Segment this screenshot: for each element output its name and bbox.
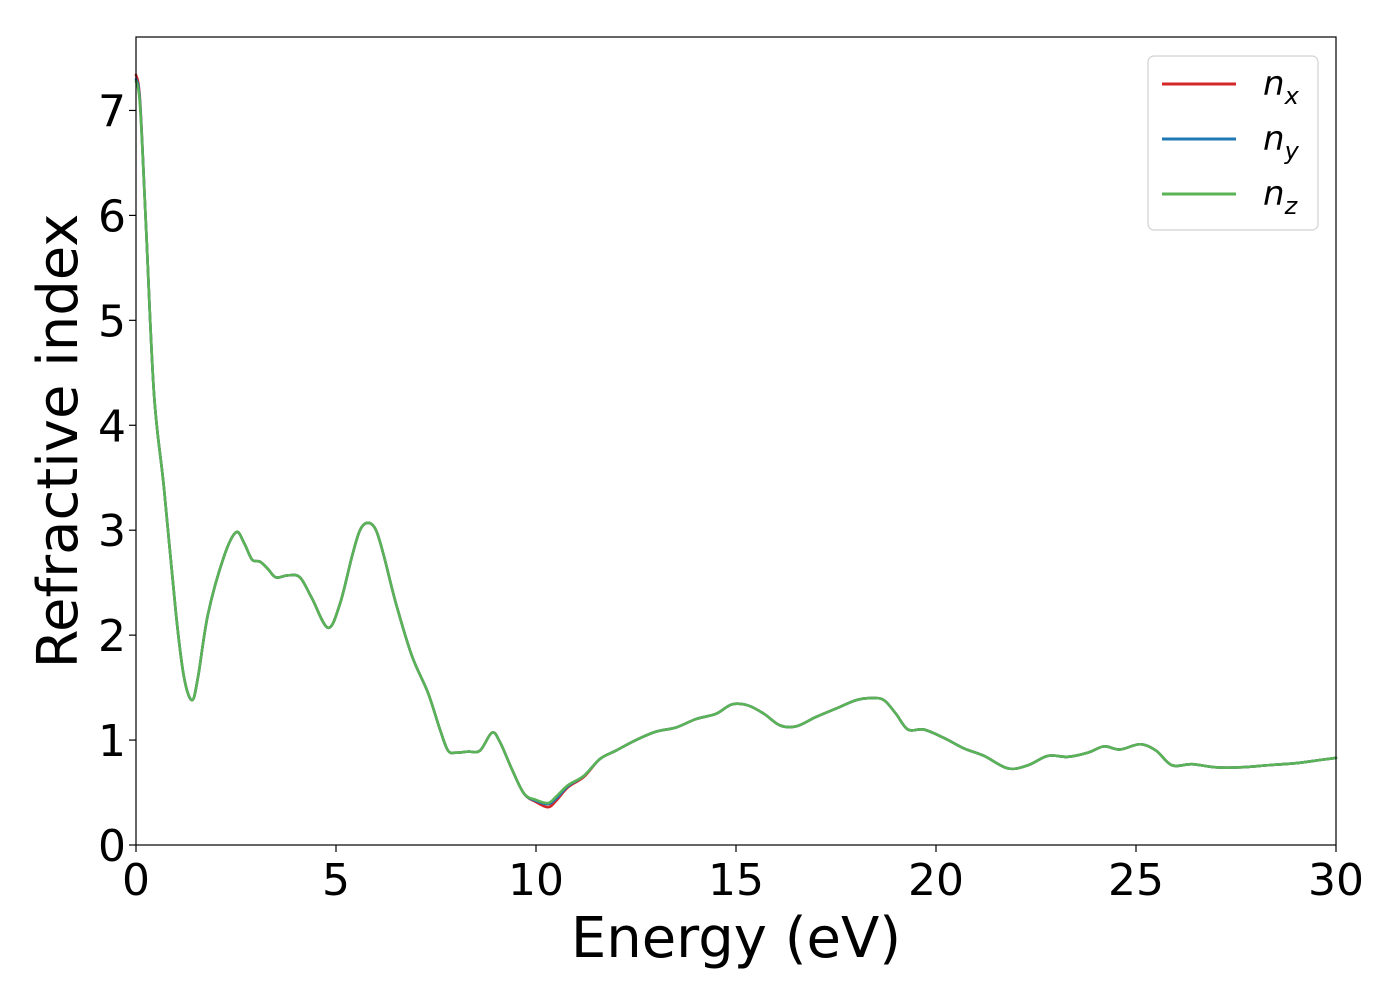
legend: nx ny nz — [1147, 55, 1319, 231]
y-tick-label: 4 — [98, 401, 126, 452]
legend-box — [1147, 55, 1319, 231]
y-tick-label: 6 — [98, 191, 126, 242]
series-line-nz — [134, 79, 1338, 805]
y-tick-label: 2 — [98, 611, 126, 662]
y-axis-label: Refractive index — [26, 214, 91, 669]
y-tick-label: 0 — [98, 821, 126, 872]
x-tick-label: 5 — [322, 855, 350, 906]
legend-label-ny: ny — [1263, 119, 1300, 165]
y-tick-label: 5 — [98, 296, 126, 347]
y-tick-label: 3 — [98, 506, 126, 557]
x-tick-label: 30 — [1308, 855, 1364, 906]
x-tick-label: 0 — [122, 855, 150, 906]
legend-items: nx ny nz — [1162, 64, 1300, 220]
x-tick-label: 25 — [1108, 855, 1164, 906]
x-axis-label: Energy (eV) — [571, 906, 901, 971]
y-tick-label: 1 — [98, 716, 126, 767]
y-axis-ticks: 0 1 2 3 4 5 6 7 — [98, 86, 136, 872]
x-tick-label: 10 — [508, 855, 564, 906]
x-tick-label: 15 — [708, 855, 764, 906]
series-layer — [134, 73, 1338, 809]
legend-label-nx: nx — [1263, 64, 1300, 110]
legend-label-nz: nz — [1263, 174, 1299, 220]
y-tick-label: 7 — [98, 86, 126, 137]
x-tick-label: 20 — [908, 855, 964, 906]
plot-background — [136, 37, 1336, 845]
x-axis-ticks: 0 5 10 15 20 25 30 — [122, 845, 1364, 906]
